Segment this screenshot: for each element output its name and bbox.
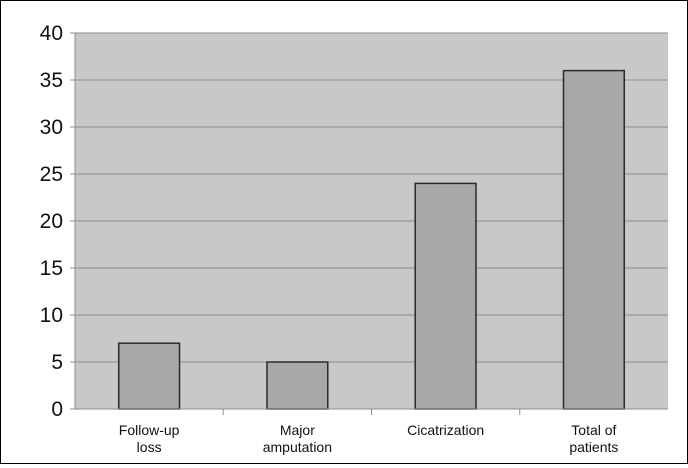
x-tick-label: Follow-up loss	[119, 422, 180, 455]
x-tick-label-line: Major	[280, 422, 315, 438]
bar	[414, 182, 477, 410]
x-tick-label-line: patients	[569, 439, 618, 455]
x-tick-labels: Follow-up loss Major amputation Cicatrizatio…	[119, 422, 619, 455]
y-tick-label: 15	[40, 257, 63, 280]
x-tick-label-line: Cicatrization	[407, 422, 484, 438]
x-tick-label: Total of patients	[569, 422, 618, 455]
bar	[266, 361, 329, 410]
x-tick-label-line: loss	[137, 439, 162, 455]
bar	[562, 69, 626, 410]
x-tick-label-line: Total of	[571, 422, 616, 438]
y-tick-label: 20	[40, 210, 63, 233]
x-tick-label: Major amputation	[263, 422, 332, 455]
y-tick-label: 30	[40, 116, 63, 139]
y-tick-label: 35	[40, 69, 63, 92]
y-tick-label: 5	[51, 351, 63, 374]
y-tick-label: 40	[40, 22, 63, 45]
x-tick-label: Cicatrization	[407, 422, 484, 438]
bar	[117, 342, 181, 410]
y-tick-label: 0	[51, 398, 63, 421]
x-tick-label-line: Follow-up	[119, 422, 180, 438]
bars	[117, 69, 626, 410]
x-tick-label-line: amputation	[263, 439, 332, 455]
y-tick-label: 10	[40, 304, 63, 327]
axes	[70, 32, 668, 415]
y-tick-labels: 0 5 10 15 20 25 30 35 40	[40, 22, 63, 421]
y-tick-label: 25	[40, 163, 63, 186]
